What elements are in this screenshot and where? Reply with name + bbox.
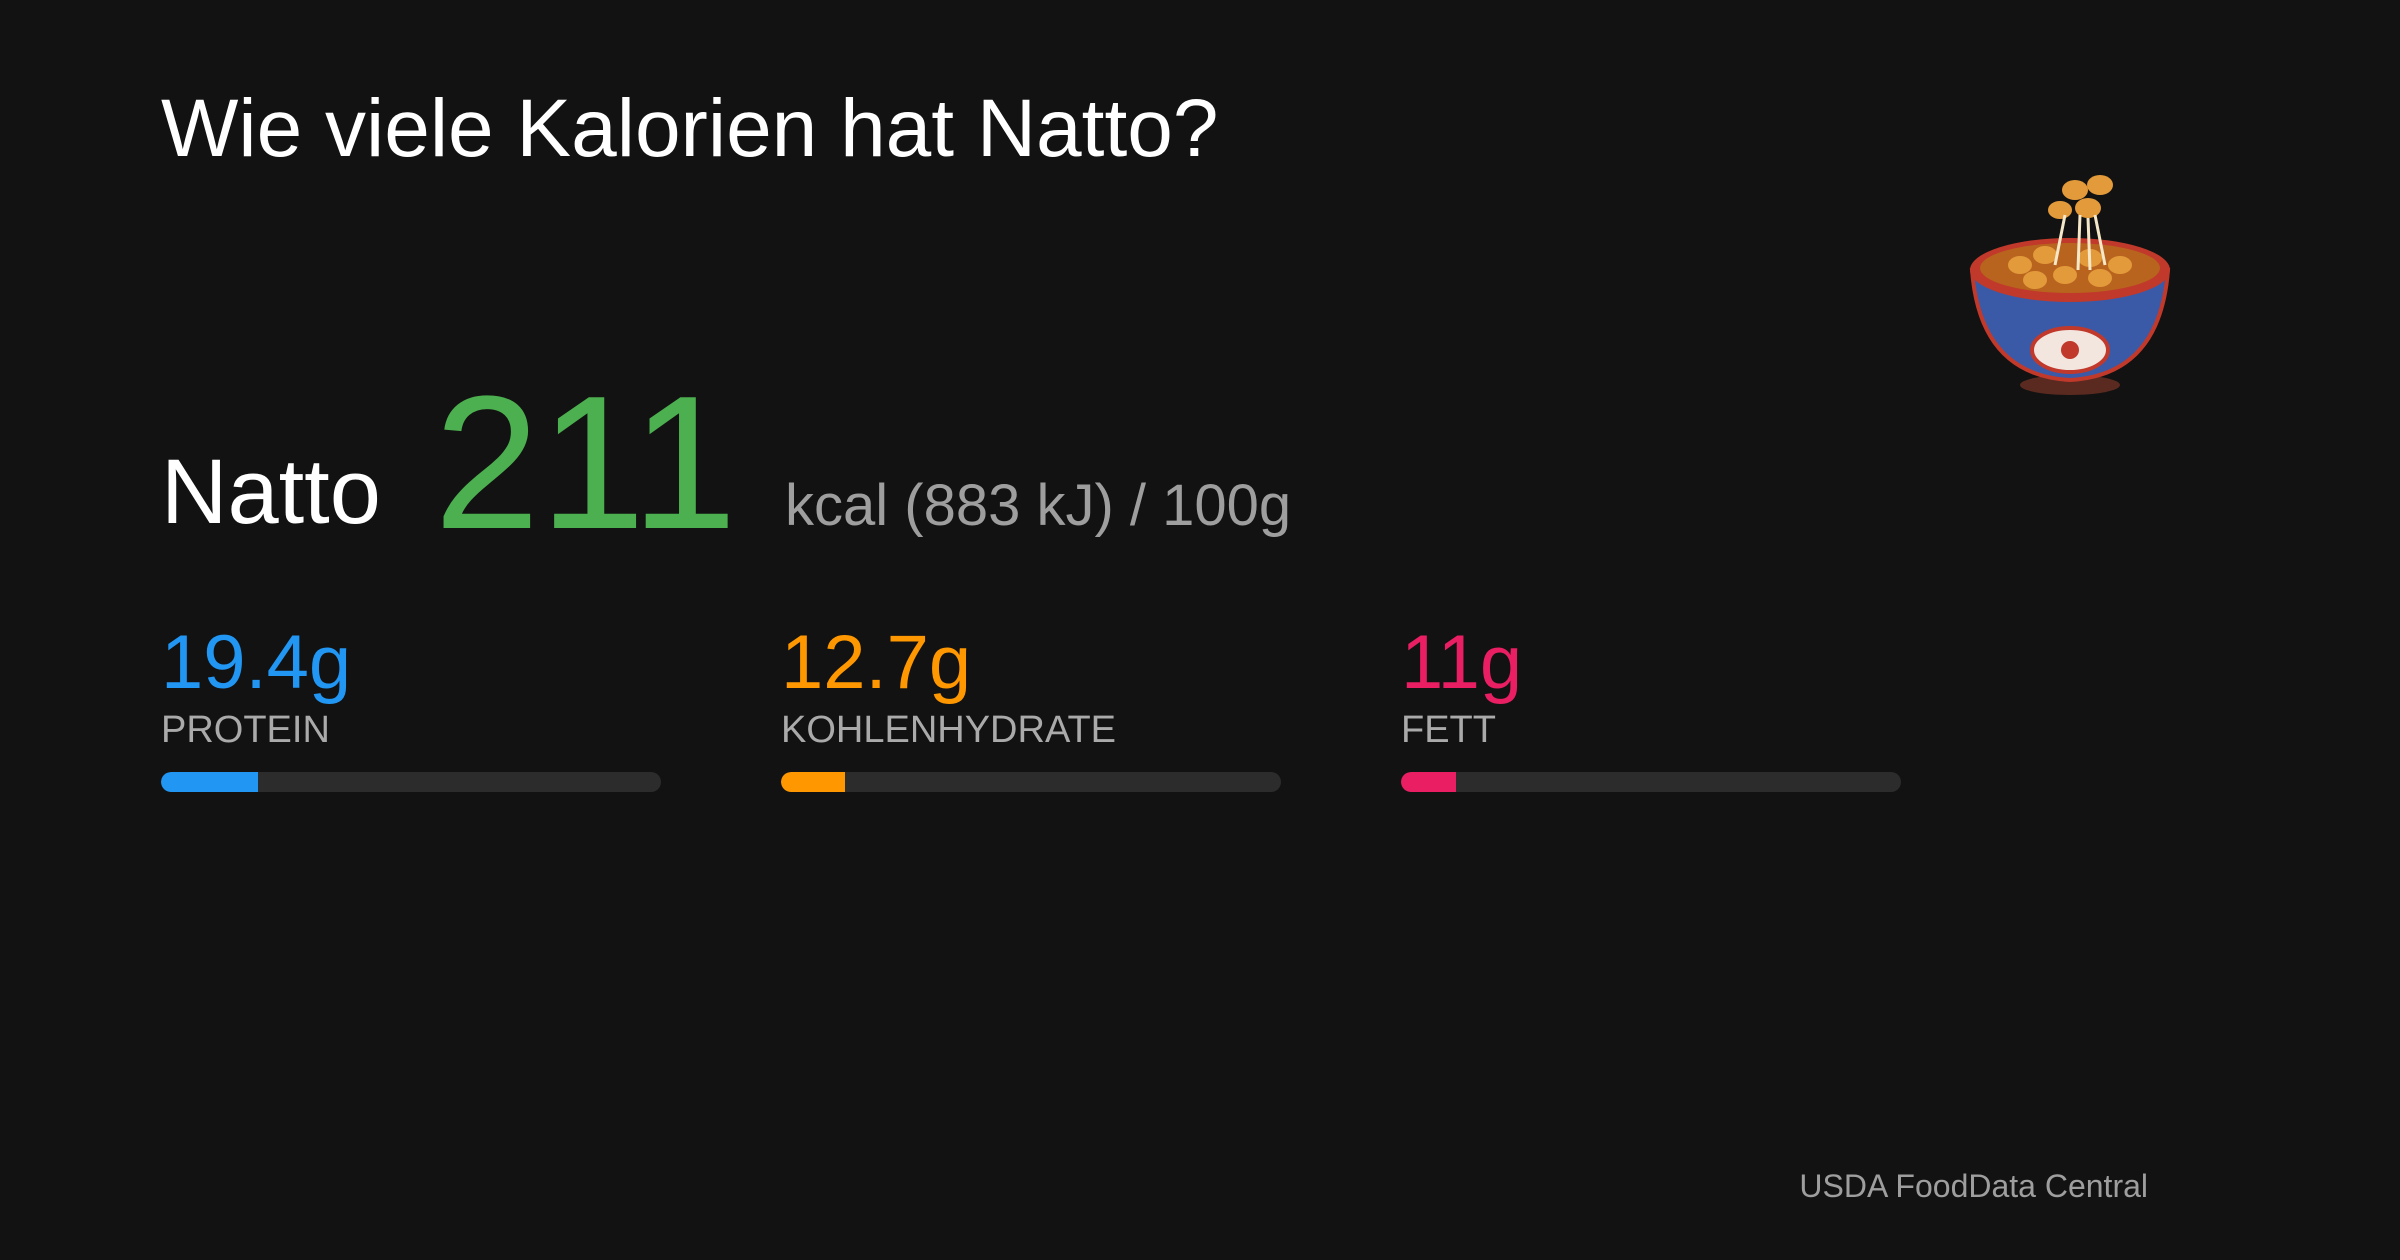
- macro-name: PROTEIN: [161, 709, 330, 751]
- food-icon: [1969, 175, 2171, 395]
- macro-value: 11g: [1401, 620, 1523, 705]
- progress-bar: [161, 772, 258, 792]
- macro-value: 19.4g: [161, 620, 352, 705]
- progress-track: [1401, 772, 1901, 792]
- macro-name: KOHLENHYDRATE: [781, 709, 1117, 751]
- progress-bar: [1401, 772, 1456, 792]
- source: USDA FoodData Central: [1799, 1168, 2148, 1204]
- title: Wie viele Kalorien hat Natto?: [161, 83, 1219, 174]
- macro: 11g FETT: [1401, 625, 1901, 792]
- macro: 12.7g KOHLENHYDRATE: [781, 625, 1281, 792]
- progress-bar: [781, 772, 845, 792]
- calories: 211: [434, 357, 737, 569]
- macro-value: 12.7g: [781, 620, 972, 705]
- progress-track: [161, 772, 661, 792]
- food-name: Natto: [161, 441, 381, 543]
- macro-name: FETT: [1401, 709, 1496, 751]
- progress-track: [781, 772, 1281, 792]
- unit-text: kcal (883 kJ) / 100g: [785, 473, 1292, 538]
- macro: 19.4g PROTEIN: [161, 625, 661, 792]
